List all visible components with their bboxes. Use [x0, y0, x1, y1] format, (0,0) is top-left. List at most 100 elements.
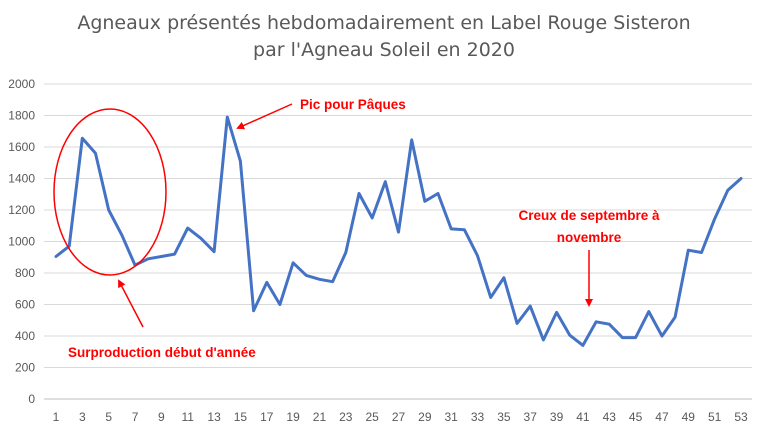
data-point — [213, 251, 215, 253]
x-tick-label: 29 — [418, 410, 432, 424]
data-point — [477, 255, 479, 257]
data-point — [384, 181, 386, 183]
annotation-early-year-arrow — [118, 279, 144, 328]
y-tick-label: 1000 — [8, 235, 35, 249]
series — [54, 115, 743, 347]
data-point — [279, 304, 281, 305]
data-point — [582, 344, 584, 346]
y-axis-ticks: 0 200 400 600 800 1000 1200 1400 1600 1800 2000 — [8, 77, 35, 406]
x-tick-label: 43 — [603, 410, 617, 424]
annotation-easter-label: Pic pour Pâques — [300, 97, 406, 112]
annotation-early-year-label: Surproduction début d'année — [68, 345, 256, 360]
chart-title-line1: Agneaux présentés hebdomadairement en La… — [77, 12, 691, 34]
x-tick-label: 49 — [682, 410, 696, 424]
data-point — [740, 178, 742, 179]
x-tick-label: 3 — [79, 410, 86, 424]
annotation-highlight-ellipse — [53, 108, 167, 276]
data-point — [305, 274, 307, 276]
x-tick-label: 51 — [708, 410, 722, 424]
y-tick-label: 400 — [15, 329, 35, 343]
data-point — [253, 310, 255, 312]
x-tick-label: 19 — [286, 410, 300, 424]
data-point — [108, 209, 110, 211]
data-point — [332, 281, 334, 283]
y-tick-label: 1600 — [8, 140, 35, 154]
data-point — [621, 337, 623, 339]
annotation-autumn-label-line2: novembre — [557, 230, 622, 245]
x-tick-label: 47 — [655, 410, 669, 424]
y-tick-label: 800 — [15, 266, 35, 280]
gridlines — [44, 83, 752, 400]
data-point — [226, 116, 228, 118]
data-point — [450, 228, 452, 230]
y-tick-label: 1200 — [8, 203, 35, 217]
y-tick-label: 0 — [28, 392, 35, 406]
data-point — [55, 255, 57, 257]
y-tick-label: 2000 — [8, 77, 35, 91]
data-point — [239, 160, 241, 162]
x-tick-label: 1 — [53, 410, 60, 424]
x-tick-label: 33 — [471, 410, 485, 424]
x-tick-label: 45 — [629, 410, 643, 424]
data-point — [635, 337, 637, 339]
annotation-early-year: Surproduction début d'année — [53, 108, 256, 360]
x-tick-label: 53 — [734, 410, 748, 424]
data-point — [700, 252, 702, 254]
data-point — [187, 227, 189, 229]
x-tick-label: 15 — [234, 410, 248, 424]
x-tick-label: 13 — [207, 410, 221, 424]
x-tick-label: 23 — [339, 410, 353, 424]
data-point — [661, 335, 663, 337]
data-point — [437, 192, 439, 194]
x-tick-label: 9 — [158, 410, 165, 424]
y-tick-label: 1400 — [8, 172, 35, 186]
x-tick-label: 5 — [105, 410, 112, 424]
data-point — [608, 323, 610, 325]
annotation-autumn: Creux de septembre à novembre — [518, 208, 660, 307]
data-point — [266, 281, 268, 283]
annotation-autumn-label-line1: Creux de septembre à — [518, 208, 660, 223]
data-point — [503, 277, 505, 279]
data-point — [174, 253, 176, 255]
data-point — [121, 234, 123, 236]
data-point — [68, 245, 70, 247]
x-tick-label: 39 — [550, 410, 564, 424]
x-tick-label: 35 — [497, 410, 511, 424]
data-point — [595, 321, 597, 323]
chart-title-line2: par l'Agneau Soleil en 2020 — [253, 39, 515, 61]
data-point — [147, 258, 149, 260]
data-point — [424, 200, 426, 202]
data-point — [674, 316, 676, 318]
x-tick-label: 11 — [181, 410, 194, 424]
x-axis-ticks: 1 3 5 7 9 11 13 15 17 19 21 23 25 27 29 31 33 35 37 39 41 43 4… — [53, 410, 748, 424]
data-point — [556, 311, 558, 313]
x-tick-label: 41 — [576, 410, 590, 424]
data-point — [292, 262, 294, 264]
data-point — [318, 278, 320, 280]
data-point — [687, 249, 689, 251]
chart-title: Agneaux présentés hebdomadairement en La… — [0, 10, 768, 64]
data-point — [371, 217, 373, 219]
x-tick-label: 31 — [445, 410, 459, 424]
data-point — [81, 137, 83, 139]
data-point — [160, 255, 162, 257]
x-tick-label: 17 — [260, 410, 274, 424]
data-point — [411, 139, 413, 141]
data-point — [463, 229, 465, 231]
annotation-easter: Pic pour Pâques — [236, 97, 406, 130]
y-tick-label: 200 — [15, 361, 35, 375]
x-tick-label: 7 — [132, 410, 139, 424]
data-point — [95, 152, 97, 154]
data-point — [200, 237, 202, 239]
data-point — [648, 311, 650, 313]
data-point — [714, 218, 716, 220]
data-point — [569, 334, 571, 336]
x-tick-label: 25 — [365, 410, 379, 424]
x-tick-label: 21 — [313, 410, 327, 424]
data-point — [398, 231, 399, 233]
data-point — [542, 339, 544, 341]
x-tick-label: 27 — [392, 410, 406, 424]
data-point — [516, 322, 518, 324]
